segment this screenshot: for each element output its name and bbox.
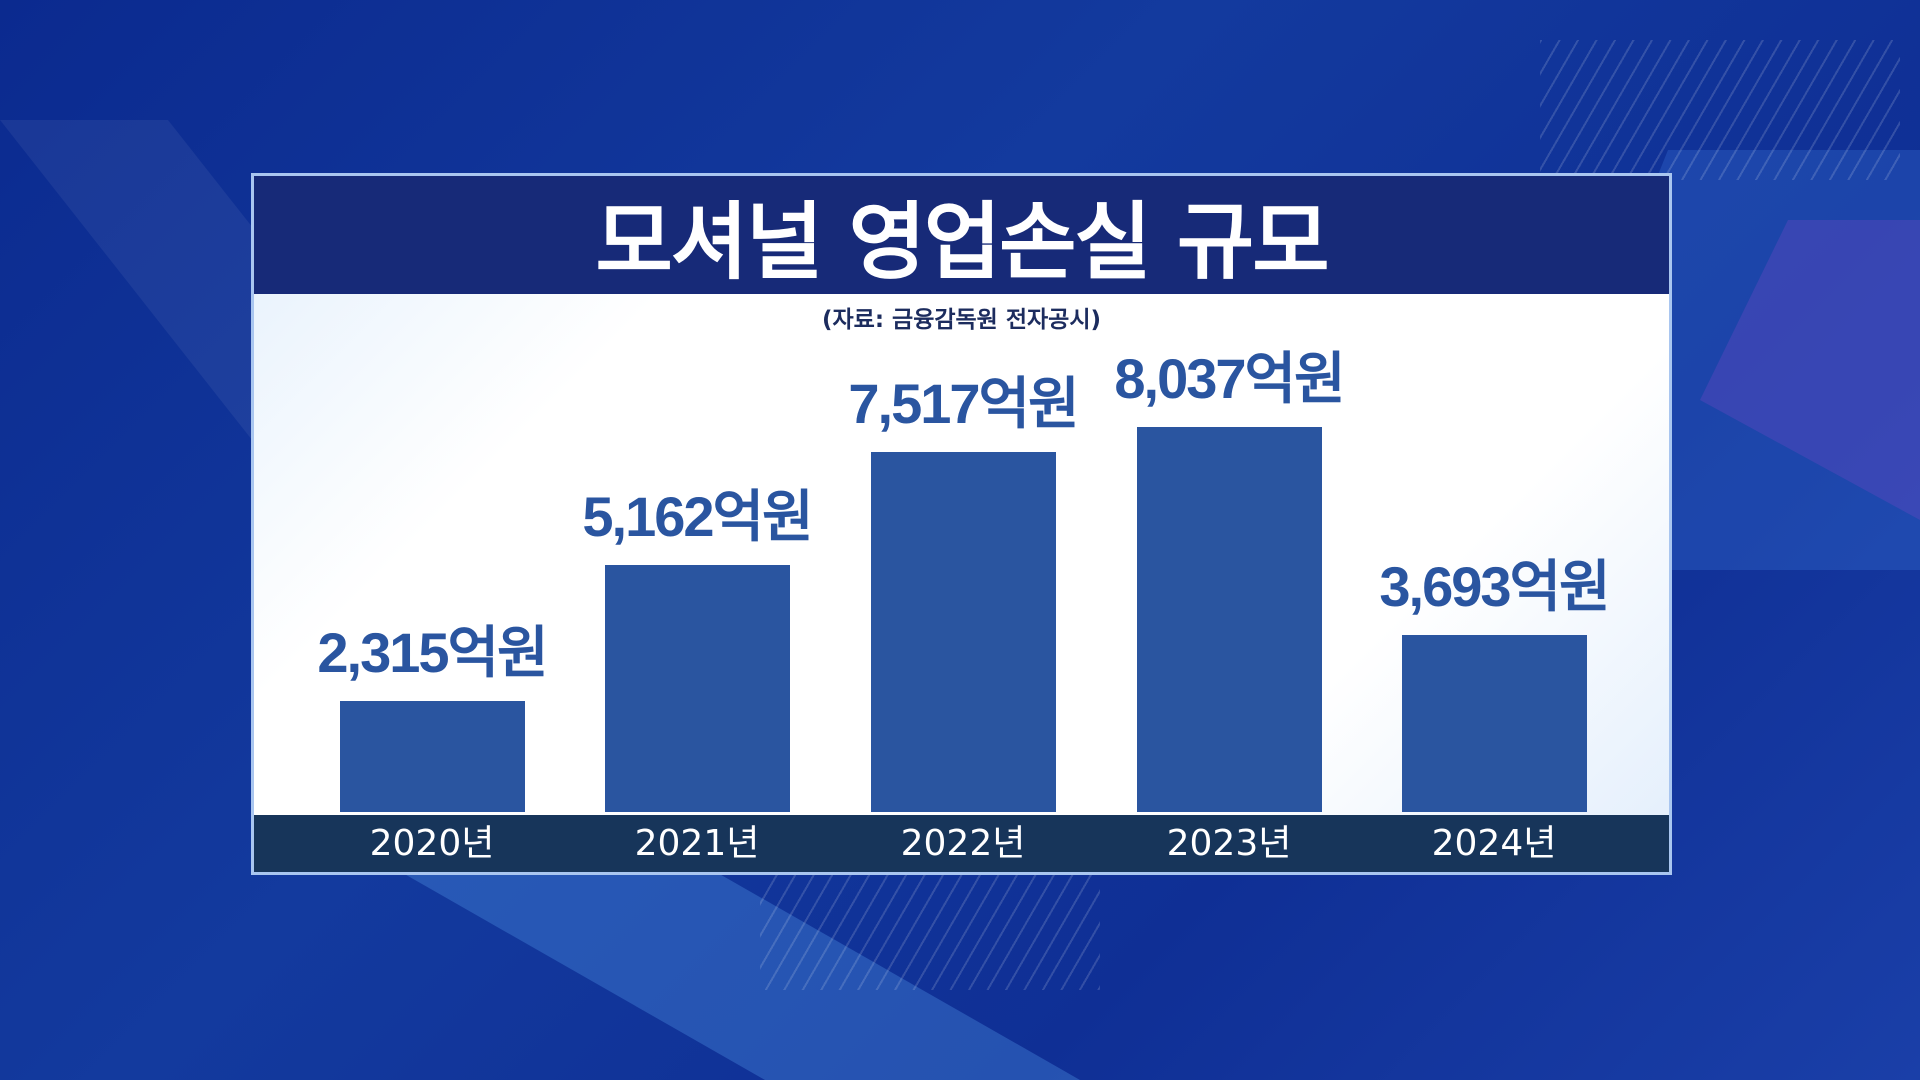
chart-panel: 모셔널 영업손실 규모 (자료: 금융감독원 전자공시) 2,315억원 2020…	[251, 173, 1672, 875]
x-axis-bar	[254, 815, 1669, 872]
bar-2023년	[1137, 427, 1322, 812]
x-tick-label: 2024년	[1431, 823, 1557, 864]
x-tick-label: 2020년	[369, 823, 495, 864]
data-label: 7,517억원	[848, 371, 1079, 435]
bar-2022년	[871, 451, 1056, 812]
background-stripes	[760, 870, 1100, 990]
background-stripes	[1540, 40, 1900, 180]
data-label: 8,037억원	[1114, 347, 1345, 410]
data-label: 5,162억원	[582, 484, 813, 548]
x-tick-label: 2021년	[634, 823, 760, 864]
data-label: 2,315억원	[317, 621, 548, 685]
chart-source: (자료: 금융감독원 전자공시)	[822, 307, 1101, 333]
x-tick-label: 2023년	[1166, 823, 1292, 864]
data-label: 3,693억원	[1379, 555, 1610, 619]
title-bar: 모셔널 영업손실 규모	[254, 176, 1669, 294]
bar-2024년	[1402, 635, 1587, 812]
chart-title: 모셔널 영업손실 규모	[595, 192, 1329, 291]
bar-2021년	[605, 564, 790, 812]
bar-2020년	[340, 701, 525, 812]
x-tick-label: 2022년	[900, 823, 1026, 864]
